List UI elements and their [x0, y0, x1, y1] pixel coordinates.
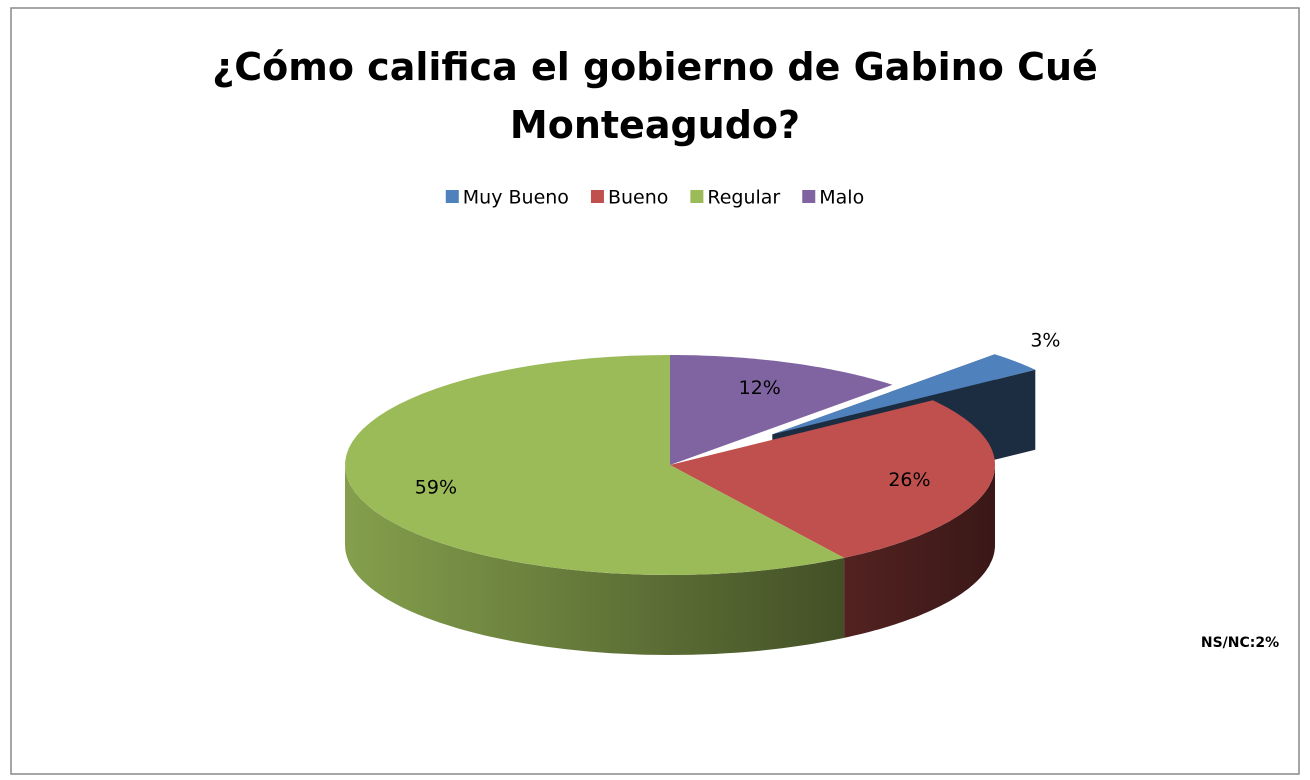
slice [670, 400, 995, 558]
data-label: 59% [415, 477, 457, 499]
legend-label: Bueno [608, 187, 668, 209]
legend-swatch [445, 190, 459, 203]
data-label: 26% [888, 469, 930, 491]
legend-swatch [690, 190, 704, 203]
legend-label: Malo [819, 187, 864, 209]
slice-side [345, 465, 845, 655]
data-label: 3% [1030, 329, 1060, 351]
legend-swatch [590, 190, 604, 203]
slice-side [844, 465, 995, 638]
legend-label: Regular [707, 187, 780, 209]
chart-title: ¿Cómo califica el gobierno de Gabino Cué… [212, 45, 1098, 147]
slice [345, 355, 845, 575]
annotation: NS/NC:2% [1201, 635, 1279, 651]
slice [772, 354, 1036, 435]
legend-label: Muy Bueno [463, 187, 569, 209]
slice [670, 355, 893, 465]
data-label: 12% [739, 377, 781, 399]
legend-swatch [802, 190, 816, 203]
